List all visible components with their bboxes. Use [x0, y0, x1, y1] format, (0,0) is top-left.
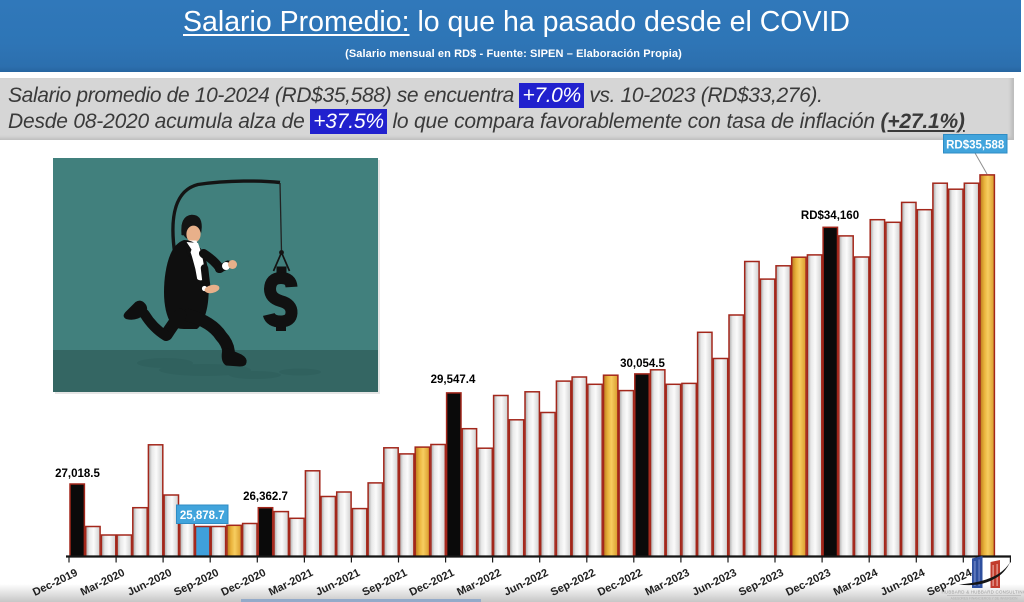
- svg-text:Dec-2019: Dec-2019: [31, 567, 80, 599]
- svg-text:ASESORES FINANCIEROS Y DE INVE: ASESORES FINANCIEROS Y DE INVERSION: [951, 597, 1019, 601]
- svg-text:26,362.7: 26,362.7: [243, 491, 288, 503]
- svg-text:Dec-2022: Dec-2022: [596, 567, 645, 599]
- svg-text:Mar-2024: Mar-2024: [832, 567, 881, 599]
- svg-text:Mar-2022: Mar-2022: [455, 567, 503, 599]
- svg-text:27,018.5: 27,018.5: [55, 468, 100, 480]
- svg-text:Sep-2022: Sep-2022: [549, 567, 598, 599]
- svg-text:Sep-2023: Sep-2023: [737, 567, 786, 599]
- svg-text:Jun-2020: Jun-2020: [126, 567, 174, 599]
- svg-text:25,878.7: 25,878.7: [180, 510, 225, 522]
- svg-text:Jun-2024: Jun-2024: [879, 567, 928, 599]
- svg-text:Jun-2023: Jun-2023: [691, 567, 739, 599]
- svg-text:Dec-2021: Dec-2021: [408, 567, 457, 599]
- svg-text:Mar-2023: Mar-2023: [643, 567, 691, 599]
- svg-text:Mar-2021: Mar-2021: [267, 567, 315, 599]
- svg-text:Sep-2020: Sep-2020: [172, 567, 221, 599]
- svg-text:Dec-2023: Dec-2023: [784, 567, 833, 599]
- svg-text:Dec-2020: Dec-2020: [219, 567, 268, 599]
- svg-text:HUBBARD & HUBBARD CONSULTING: HUBBARD & HUBBARD CONSULTING: [942, 590, 1024, 595]
- svg-text:Sep-2021: Sep-2021: [360, 567, 409, 599]
- svg-text:Jun-2022: Jun-2022: [502, 567, 550, 599]
- svg-text:30,054.5: 30,054.5: [620, 358, 665, 370]
- svg-text:29,547.4: 29,547.4: [431, 374, 476, 386]
- svg-text:RD$34,160: RD$34,160: [801, 210, 859, 222]
- svg-text:Jun-2021: Jun-2021: [314, 567, 362, 599]
- svg-text:Mar-2020: Mar-2020: [79, 567, 127, 599]
- svg-text:RD$35,588: RD$35,588: [946, 139, 1005, 151]
